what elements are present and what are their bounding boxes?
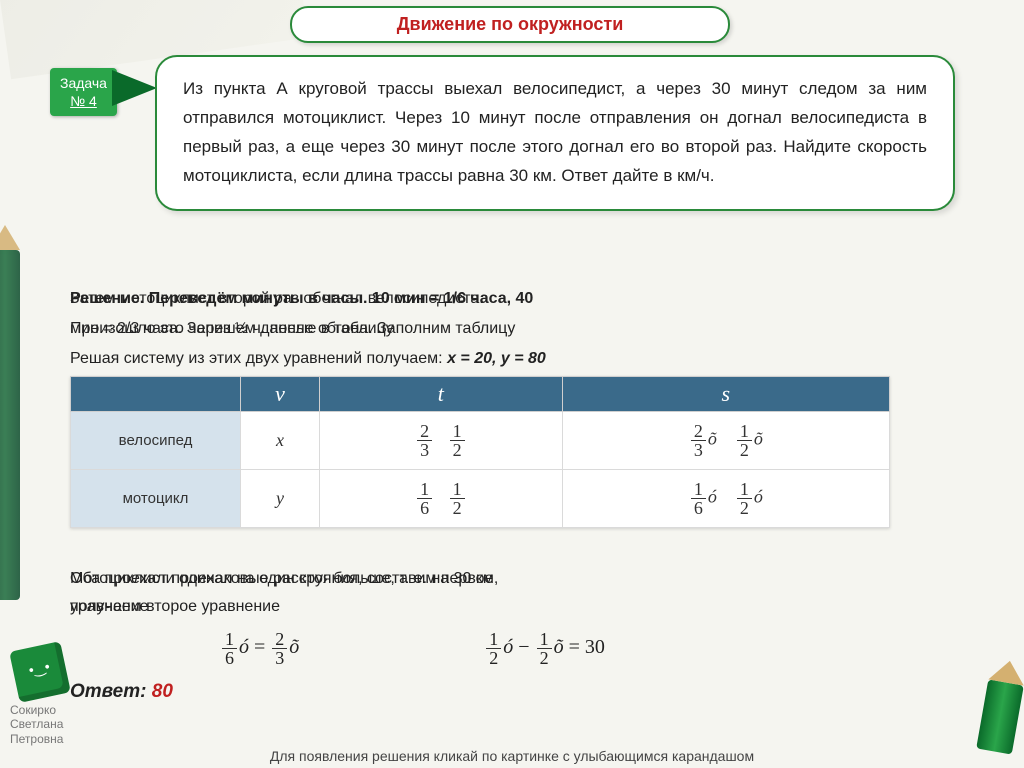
equation-1: 16ó = 23õ (220, 630, 299, 667)
row-s: 23õ 12õ (562, 412, 889, 470)
row-v: y (241, 470, 320, 528)
below-table-block: Мотоциклист проехал на один круг больше,… (70, 570, 970, 703)
th-s: s (562, 377, 889, 412)
solution-overlap-line-1: Затем мотоциклист второй раз обогнал вел… (70, 290, 970, 316)
below-2-front: уравнение (70, 598, 149, 616)
below-overlap-2: получаем второе уравнение уравнение (70, 598, 970, 624)
answer-label: Ответ: (70, 681, 152, 702)
solution-overlap-line-2: Произошло это через ½ ч. после обгона. З… (70, 320, 970, 346)
equation-2: 12ó − 12õ = 30 (484, 630, 605, 667)
row-s: 16ó 12ó (562, 470, 889, 528)
th-empty (71, 377, 241, 412)
problem-label-line2: № 4 (70, 93, 97, 109)
solution-block: Затем мотоциклист второй раз обогнал вел… (70, 290, 970, 528)
system-answer: x = 20, y = 80 (447, 350, 546, 367)
problem-label-line1: Задача (60, 75, 107, 91)
row-label: велосипед (71, 412, 241, 470)
th-t: t (320, 377, 563, 412)
problem-number-badge: Задача № 4 (50, 68, 117, 116)
pencil-decoration-left (0, 250, 20, 600)
system-result-line: Решая систему из этих двух уравнений пол… (70, 350, 970, 368)
pencil-decoration-right[interactable] (976, 679, 1024, 754)
below-1-front: Оба проехали одинаковые расстояния, сост… (70, 570, 493, 588)
author-credit: Сокирко Светлана Петровна (10, 703, 63, 746)
row-t: 16 12 (320, 470, 563, 528)
row-v: x (241, 412, 320, 470)
solution-word: Решение. (70, 290, 144, 307)
answer-line: Ответ: 80 (70, 681, 970, 703)
row-t: 23 12 (320, 412, 563, 470)
data-table: v t s велосипед x 23 12 23õ 12õ мотоцикл… (70, 376, 890, 528)
answer-value: 80 (152, 681, 173, 702)
cube-decoration (9, 641, 71, 703)
solution-line1-rest: Переведём минуты в часы. 10 мин = 1/6 ча… (144, 290, 533, 307)
footer-hint: Для появления решения кликай по картинке… (0, 748, 1024, 764)
row-label: мотоцикл (71, 470, 241, 528)
table-row: велосипед x 23 12 23õ 12õ (71, 412, 890, 470)
table-row: мотоцикл y 16 12 16ó 12ó (71, 470, 890, 528)
system-text: Решая систему из этих двух уравнений пол… (70, 350, 447, 367)
solution-line1-front: Решение. Переведём минуты в часы. 10 мин… (70, 290, 533, 308)
below-overlap-1: Мотоциклист проехал на один круг больше,… (70, 570, 970, 596)
problem-statement: Из пункта А круговой трассы выехал велос… (155, 55, 955, 211)
th-v: v (241, 377, 320, 412)
solution-line2-front: мин = 2/3 часа. Запишем данные в таблицу (70, 320, 394, 338)
page-title: Движение по окружности (290, 6, 730, 43)
equations-row: 16ó = 23õ 12ó − 12õ = 30 (70, 630, 970, 667)
